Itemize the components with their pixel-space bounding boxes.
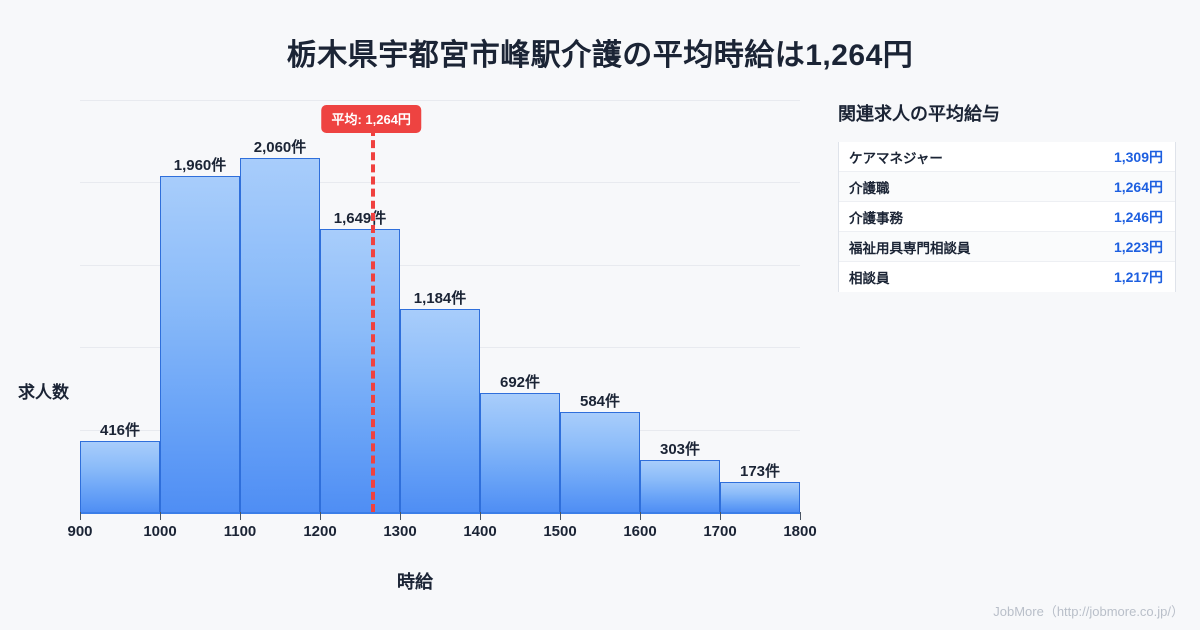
histogram-bar: [640, 460, 720, 512]
gridline: [80, 264, 800, 266]
x-axis-tick: [240, 512, 241, 520]
x-axis-tick: [560, 512, 561, 520]
x-axis-tick: [80, 512, 81, 520]
page-title: 栃木県宇都宮市峰駅介護の平均時給は1,264円: [286, 39, 914, 72]
histogram-chart: 求人数 416件 1,960件 2,060件 1,649件 1,184件 692件 584件…: [0, 95, 830, 565]
gridline: [80, 182, 800, 184]
x-axis-tick-label: 1600: [623, 523, 657, 540]
x-axis-title: 時給: [397, 572, 433, 592]
y-axis-title: 求人数: [18, 383, 69, 402]
bar-value-label: 1,184件: [413, 289, 467, 307]
job-title-label: 福祉用具専門相談員: [849, 240, 971, 256]
histogram-bar: [400, 308, 480, 512]
job-title-label: 介護職: [849, 180, 890, 196]
x-axis-tick: [640, 512, 641, 520]
gridline: [80, 100, 800, 101]
related-salary-panel: 関連求人の平均給与 ケアマネジャー 1,309円介護職 1,264円介護事務 1,24…: [838, 100, 1188, 292]
x-axis-tick: [320, 512, 321, 520]
job-salary-value: 1,264円: [1113, 178, 1163, 195]
x-axis-tick: [480, 512, 481, 520]
x-axis-baseline: [80, 512, 801, 514]
bar-value-label: 692件: [499, 374, 541, 392]
x-axis-tick-label: 1400: [463, 523, 497, 540]
x-axis-tick: [160, 512, 161, 520]
x-axis-tick: [400, 512, 401, 520]
histogram-bar: [320, 228, 400, 512]
table-row[interactable]: 相談員 1,217円: [839, 262, 1175, 292]
bar-value-label: 173件: [739, 463, 781, 481]
footer-credit: JobMore（http://jobmore.co.jp/）: [993, 604, 1184, 619]
bar-value-label: 2,060件: [253, 139, 307, 157]
bar-value-label: 303件: [659, 440, 701, 458]
histogram-bar: [80, 440, 160, 512]
histogram-bar: [480, 393, 560, 512]
related-salary-table: ケアマネジャー 1,309円介護職 1,264円介護事務 1,246円福祉用具専門相談…: [838, 142, 1176, 292]
average-marker-line: [371, 128, 376, 512]
histogram-bar: [720, 482, 800, 512]
x-axis-tick-label: 1000: [143, 523, 177, 540]
job-title-label: 相談員: [849, 271, 890, 286]
x-axis-tick-label: 1300: [383, 523, 417, 540]
bar-value-label: 416件: [99, 421, 141, 439]
bar-value-label: 1,960件: [173, 156, 227, 174]
table-row[interactable]: 介護職 1,264円: [839, 172, 1175, 202]
x-axis-tick-label: 1800: [783, 523, 817, 540]
x-axis-tick-label: 1500: [543, 523, 577, 540]
bar-value-label: 584件: [579, 392, 621, 410]
job-salary-value: 1,246円: [1113, 208, 1163, 225]
histogram-bar: [560, 411, 640, 512]
table-row[interactable]: 福祉用具専門相談員 1,223円: [839, 232, 1175, 262]
job-title-label: 介護事務: [849, 210, 903, 226]
table-row[interactable]: 介護事務 1,246円: [839, 202, 1175, 232]
histogram-bar: [240, 158, 320, 512]
job-salary-value: 1,223円: [1113, 238, 1163, 255]
job-title-label: ケアマネジャー: [849, 150, 943, 166]
average-badge: 平均: 1,264円: [321, 105, 421, 133]
x-axis-tick-label: 1200: [303, 523, 337, 540]
bar-value-label: 1,649件: [333, 209, 387, 227]
x-axis-tick-label: 1100: [223, 523, 257, 540]
job-salary-value: 1,309円: [1113, 148, 1163, 165]
plot-area: [80, 100, 800, 512]
x-axis-tick-label: 1700: [703, 523, 737, 540]
table-row[interactable]: ケアマネジャー 1,309円: [839, 142, 1175, 172]
panel-title: 関連求人の平均給与: [838, 104, 1000, 124]
x-axis-tick: [720, 512, 721, 520]
histogram-bar: [160, 175, 240, 512]
job-salary-value: 1,217円: [1113, 269, 1163, 285]
x-axis-tick: [800, 512, 801, 520]
x-axis-tick-label: 900: [67, 523, 93, 540]
